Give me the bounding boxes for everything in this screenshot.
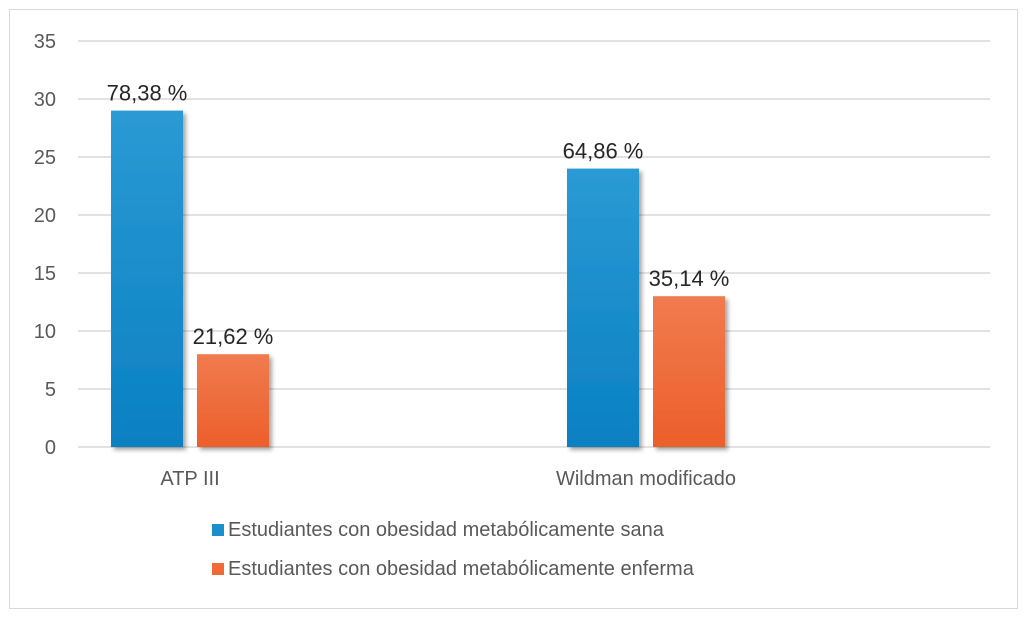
- legend-swatch-blue: [212, 524, 224, 536]
- bar-enferma: [197, 354, 269, 447]
- y-tick-label: 25: [34, 147, 56, 169]
- data-label: 78,38 %: [107, 81, 188, 106]
- x-category-label: Wildman modificado: [556, 468, 736, 490]
- y-axis-ticks: 0 5 10 15 20 25 30 35: [34, 31, 56, 459]
- y-tick-label: 35: [34, 31, 56, 53]
- y-tick-label: 0: [45, 437, 56, 459]
- legend-swatch-orange: [212, 563, 224, 575]
- legend-label-sana: Estudiantes con obesidad metabólicamente…: [228, 518, 664, 541]
- y-tick-label: 5: [45, 379, 56, 401]
- legend-label-enferma: Estudiantes con obesidad metabólicamente…: [228, 557, 694, 580]
- data-labels: 78,38 % 21,62 % 64,86 % 35,14 %: [107, 81, 730, 350]
- bar-enferma: [653, 296, 725, 447]
- y-tick-label: 10: [34, 321, 56, 343]
- data-label: 35,14 %: [649, 266, 730, 291]
- bar-sana: [111, 110, 183, 447]
- y-tick-label: 30: [34, 89, 56, 111]
- data-label: 64,86 %: [563, 139, 644, 164]
- data-label: 21,62 %: [193, 324, 274, 349]
- bars: [111, 110, 725, 447]
- legend: Estudiantes con obesidad metabólicamente…: [212, 515, 694, 593]
- y-tick-label: 15: [34, 263, 56, 285]
- legend-item-sana: Estudiantes con obesidad metabólicamente…: [212, 515, 694, 545]
- legend-item-enferma: Estudiantes con obesidad metabólicamente…: [212, 554, 694, 584]
- bar-sana: [567, 168, 639, 447]
- y-tick-label: 20: [34, 205, 56, 227]
- x-axis-categories: ATP III Wildman modificado: [160, 468, 736, 490]
- x-category-label: ATP III: [160, 468, 219, 490]
